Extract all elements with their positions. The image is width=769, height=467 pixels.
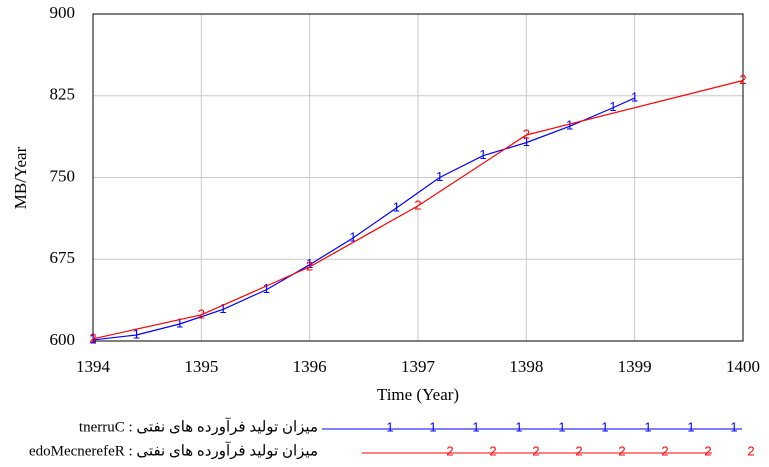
- y-tick-label: 750: [50, 166, 76, 185]
- x-tick-label: 1394: [76, 357, 111, 376]
- series-marker: 1: [89, 331, 96, 346]
- series-line: [92, 79, 744, 340]
- x-axis-label: Time (Year): [377, 385, 459, 404]
- series-marker: 1: [631, 89, 638, 104]
- legend-marker: 1: [472, 419, 479, 434]
- legend-marker: 2: [661, 443, 668, 458]
- legend-marker: 1: [601, 419, 608, 434]
- legend-marker: 2: [446, 443, 453, 458]
- series-marker: 2: [414, 197, 421, 212]
- series-marker: 1: [306, 256, 313, 271]
- legend-marker: 2: [618, 443, 625, 458]
- series-marker: 1: [219, 301, 226, 316]
- x-tick-label: 1396: [293, 357, 327, 376]
- legend-marker: 2: [575, 443, 582, 458]
- series-marker: 1: [349, 229, 356, 244]
- series-marker: 1: [479, 147, 486, 162]
- series-marker: 2: [523, 126, 530, 141]
- legend-marker: 2: [747, 443, 754, 458]
- x-tick-label: 1398: [509, 357, 543, 376]
- x-tick-label: 1400: [726, 357, 760, 376]
- series-marker: 2: [89, 330, 96, 345]
- series-marker: 1: [609, 99, 616, 114]
- legend-marker: 1: [687, 419, 694, 434]
- legend-marker: 1: [429, 419, 436, 434]
- y-axis-label: MB/Year: [11, 146, 30, 209]
- y-tick-label: 900: [50, 3, 76, 22]
- legend-marker: 1: [386, 419, 393, 434]
- plot-frame: [92, 13, 744, 342]
- series-marker: 1: [393, 199, 400, 214]
- legend-marker: 1: [730, 419, 737, 434]
- series-marker: 2: [198, 306, 205, 321]
- legend-label: tnerruC : میزان تولید فرآورده های نفتی: [79, 417, 318, 435]
- legend-marker: 2: [704, 443, 711, 458]
- series-marker: 1: [263, 281, 270, 296]
- legend-marker: 2: [489, 443, 496, 458]
- series-marker: 1: [523, 134, 530, 149]
- series-marker: 1: [133, 326, 140, 341]
- legend-marker: 1: [558, 419, 565, 434]
- legend-label: edoMecnerefeR : میزان تولید فرآورده های …: [29, 441, 318, 459]
- series-marker: 1: [566, 118, 573, 133]
- x-tick-label: 1399: [618, 357, 652, 376]
- x-tick-label: 1395: [184, 357, 218, 376]
- series-line: [92, 97, 635, 341]
- series-marker: 2: [306, 258, 313, 273]
- legend-marker: 1: [515, 419, 522, 434]
- legend-marker: 1: [644, 419, 651, 434]
- y-tick-label: 600: [50, 330, 76, 349]
- x-tick-label: 1397: [401, 357, 436, 376]
- y-tick-label: 675: [50, 248, 76, 267]
- series-marker: 2: [739, 72, 746, 87]
- series-marker: 1: [436, 169, 443, 184]
- legend-marker: 2: [532, 443, 539, 458]
- y-tick-label: 825: [50, 85, 76, 104]
- series-marker: 1: [176, 315, 183, 330]
